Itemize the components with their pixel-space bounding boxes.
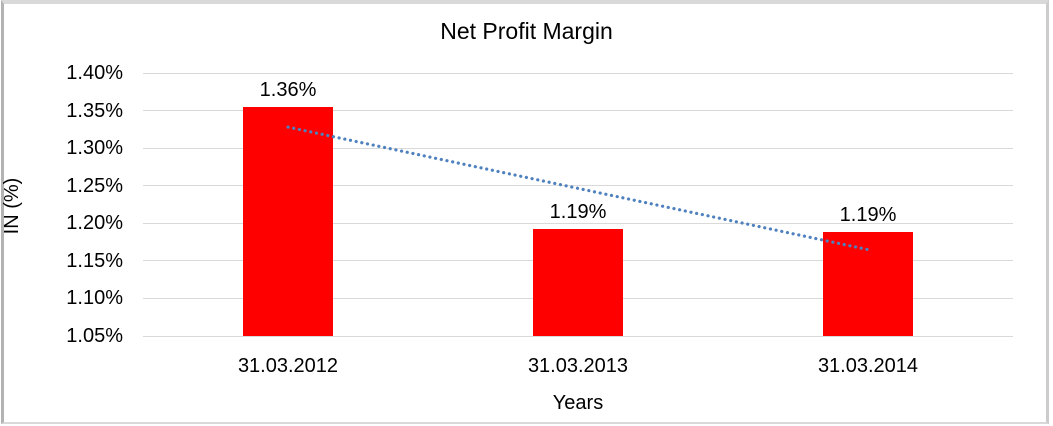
y-tick-label: 1.15% — [66, 249, 123, 272]
y-tick-label: 1.30% — [66, 137, 123, 160]
x-category-label: 31.03.2014 — [817, 355, 919, 377]
y-tick-label: 1.25% — [66, 174, 123, 197]
gridline — [143, 72, 1013, 74]
x-category-label: 31.03.2013 — [527, 355, 629, 377]
y-axis-title: IN (%) — [1, 177, 23, 235]
x-axis-title: Years — [552, 392, 604, 414]
gridline — [143, 110, 1013, 112]
bar — [823, 232, 913, 336]
x-category-label: 31.03.2012 — [237, 355, 339, 377]
chart-title: Net Profit Margin — [440, 18, 613, 44]
bar — [533, 229, 623, 336]
gridline — [143, 335, 1013, 337]
y-tick-label: 1.05% — [66, 325, 123, 347]
y-tick-label: 1.20% — [66, 212, 123, 235]
y-tick-label: 1.40% — [66, 62, 123, 84]
y-tick-label: 1.35% — [66, 99, 123, 122]
bar-value-label: 1.36% — [259, 78, 317, 101]
bar — [243, 106, 333, 336]
bar-value-label: 1.19% — [839, 204, 897, 227]
bar-value-label: 1.19% — [549, 201, 607, 224]
y-tick-label: 1.10% — [66, 287, 123, 310]
